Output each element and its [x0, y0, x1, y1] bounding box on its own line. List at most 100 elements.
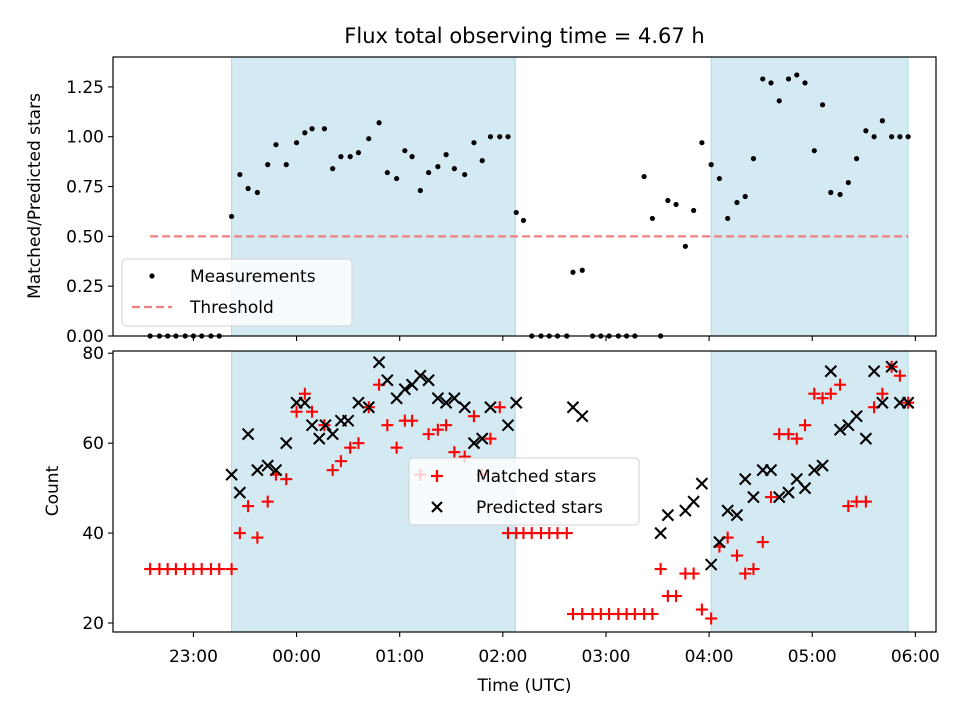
bottom-legend-box [408, 457, 640, 526]
top-panel: 0.00 0.25 0.50 0.75 1.00 1.25 Matched/Predict… [25, 56, 937, 347]
measurement-point [871, 134, 877, 140]
measurement-point [229, 213, 235, 220]
measurement-point [384, 169, 390, 176]
predicted-star-point [261, 459, 274, 472]
predicted-star-point [381, 373, 394, 387]
measurement-point [376, 120, 382, 126]
measurement-point [665, 197, 671, 204]
measurement-point [802, 80, 808, 86]
measurement-point [302, 130, 308, 136]
matched-star-point [233, 527, 246, 540]
matched-star-point [739, 567, 752, 580]
measurement-point [837, 191, 843, 198]
predicted-star-point [704, 558, 718, 571]
matched-star-point [381, 419, 394, 432]
measurement-point [742, 193, 748, 200]
measurement-point [819, 102, 826, 108]
predicted-star-point [721, 504, 734, 517]
measurement-point [293, 140, 300, 146]
measurement-point [570, 269, 576, 275]
measurement-point [682, 243, 688, 249]
measurement-point [520, 217, 527, 224]
predicted-star-point [730, 508, 744, 522]
x-tick-label: 00:00 [272, 647, 321, 667]
legend-x-icon [431, 501, 443, 513]
matched-star-point [859, 495, 872, 508]
predicted-star-point [414, 369, 427, 382]
matched-star-point [406, 414, 419, 427]
predicted-star-point [816, 459, 829, 472]
bottom-axes-frame [112, 350, 937, 633]
measurement-point [265, 162, 271, 168]
top-axes-frame [112, 56, 937, 337]
measurement-point [402, 148, 408, 154]
measurement-point [435, 164, 441, 170]
predicted-star-point [448, 391, 461, 405]
matched-star-point [808, 387, 821, 400]
measurement-point [505, 134, 511, 140]
legend-measurements-label: Measurements [190, 267, 316, 287]
matched-star-point [670, 590, 683, 603]
matched-star-point [261, 495, 274, 508]
legend-predicted-label: Predicted stars [476, 498, 603, 518]
matched-star-point [646, 608, 659, 621]
x-axis-label: Time (UTC) [477, 676, 572, 696]
measurement-point [283, 162, 289, 168]
predicted-star-point [764, 463, 778, 477]
predicted-star-point [319, 418, 332, 432]
measurement-point [828, 189, 834, 196]
measurement-point [691, 207, 697, 214]
measurement-point [394, 175, 400, 182]
matched-star-point [440, 419, 453, 432]
predicted-star-point [372, 355, 386, 369]
x-tick-label: 03:00 [581, 647, 630, 667]
top-y-tick-label: 0.75 [66, 178, 104, 198]
top-shaded-interval [711, 57, 909, 336]
measurement-point [366, 136, 372, 142]
matched-star-point [654, 563, 667, 576]
predicted-star-point [901, 396, 915, 409]
predicted-star-point [833, 423, 847, 436]
measurement-point [708, 162, 714, 168]
measurement-point [443, 152, 449, 158]
matched-star-point [799, 419, 812, 432]
predicted-star-point [687, 495, 700, 508]
matched-star-point [326, 464, 339, 477]
predicted-star-point [326, 427, 339, 441]
predicted-star-point [422, 373, 435, 387]
top-y-axis-label: Matched/Predicted stars [25, 93, 45, 299]
bottom-y-tick-label: 20 [82, 614, 104, 634]
measurement-point [479, 158, 485, 164]
matched-star-point [782, 428, 795, 441]
predicted-star-point [713, 535, 726, 549]
matched-star-point [213, 563, 226, 576]
predicted-star-point [824, 364, 838, 378]
top-x-ticks [192, 336, 916, 341]
x-tick-label: 01:00 [375, 647, 424, 667]
measurement-point [699, 140, 705, 146]
measurement-point [734, 199, 740, 206]
matched-star-point [842, 500, 855, 513]
top-y-tick-label: 0.00 [66, 327, 104, 347]
predicted-star-point [738, 472, 752, 486]
matched-star-point [390, 441, 403, 454]
predicted-star-point [233, 486, 247, 499]
measurement-point [237, 171, 243, 178]
measurement-point [649, 215, 655, 222]
measurement-point [309, 126, 315, 132]
measurement-point [417, 187, 423, 194]
matched-star-point [431, 423, 444, 436]
predicted-star-point [661, 508, 675, 522]
matched-star-point [764, 491, 777, 504]
measurement-point [409, 154, 415, 160]
top-y-tick-label: 1.25 [66, 78, 104, 98]
matched-star-point [756, 536, 769, 549]
x-tick-label: 23:00 [169, 647, 218, 667]
measurement-point [487, 134, 494, 140]
legend-dot-icon [149, 273, 155, 279]
measurement-point [347, 154, 353, 160]
predicted-star-point [241, 427, 255, 441]
measurement-point [641, 173, 647, 180]
predicted-star-point [458, 400, 471, 414]
measurement-point [879, 118, 885, 124]
